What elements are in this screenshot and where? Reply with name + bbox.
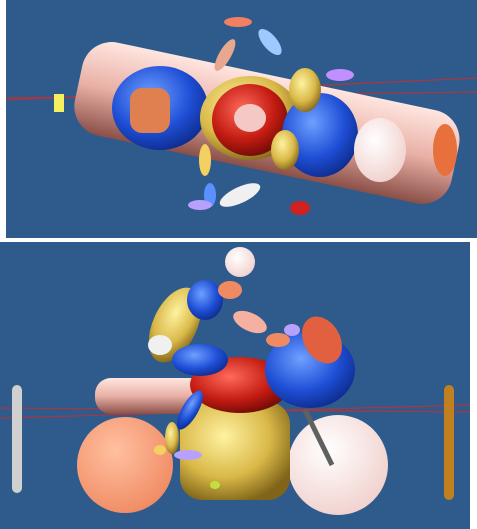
fairing — [282, 93, 358, 177]
leg — [177, 390, 203, 430]
arm — [233, 310, 267, 334]
rear-bar — [12, 385, 22, 493]
top-view — [5, 0, 477, 238]
front-bar — [444, 385, 454, 500]
windscreen — [302, 316, 342, 364]
shin — [165, 422, 179, 454]
chest — [187, 280, 223, 320]
head — [234, 104, 266, 132]
detail — [210, 481, 220, 489]
hand — [326, 69, 354, 81]
front-wheel — [288, 415, 388, 515]
elbow — [148, 335, 172, 355]
engine — [180, 402, 290, 500]
hip — [172, 344, 228, 376]
tail-light — [54, 94, 64, 112]
grip — [284, 324, 300, 336]
hand — [290, 201, 310, 215]
arm — [289, 68, 321, 112]
leg — [214, 39, 236, 71]
neck — [218, 281, 242, 299]
head — [225, 247, 255, 277]
seat-pad — [130, 88, 170, 133]
foot — [174, 450, 202, 460]
foot — [224, 17, 252, 27]
headlight — [433, 124, 457, 176]
limb — [219, 183, 261, 207]
fork — [302, 408, 335, 467]
rear-body — [95, 378, 205, 414]
arm — [271, 130, 299, 170]
foot — [154, 445, 166, 455]
side-view — [0, 242, 471, 529]
leg — [258, 28, 282, 56]
rear-wheel — [77, 417, 173, 513]
hand — [266, 333, 290, 347]
front — [354, 118, 406, 182]
leg — [199, 144, 211, 176]
foot — [188, 200, 212, 210]
